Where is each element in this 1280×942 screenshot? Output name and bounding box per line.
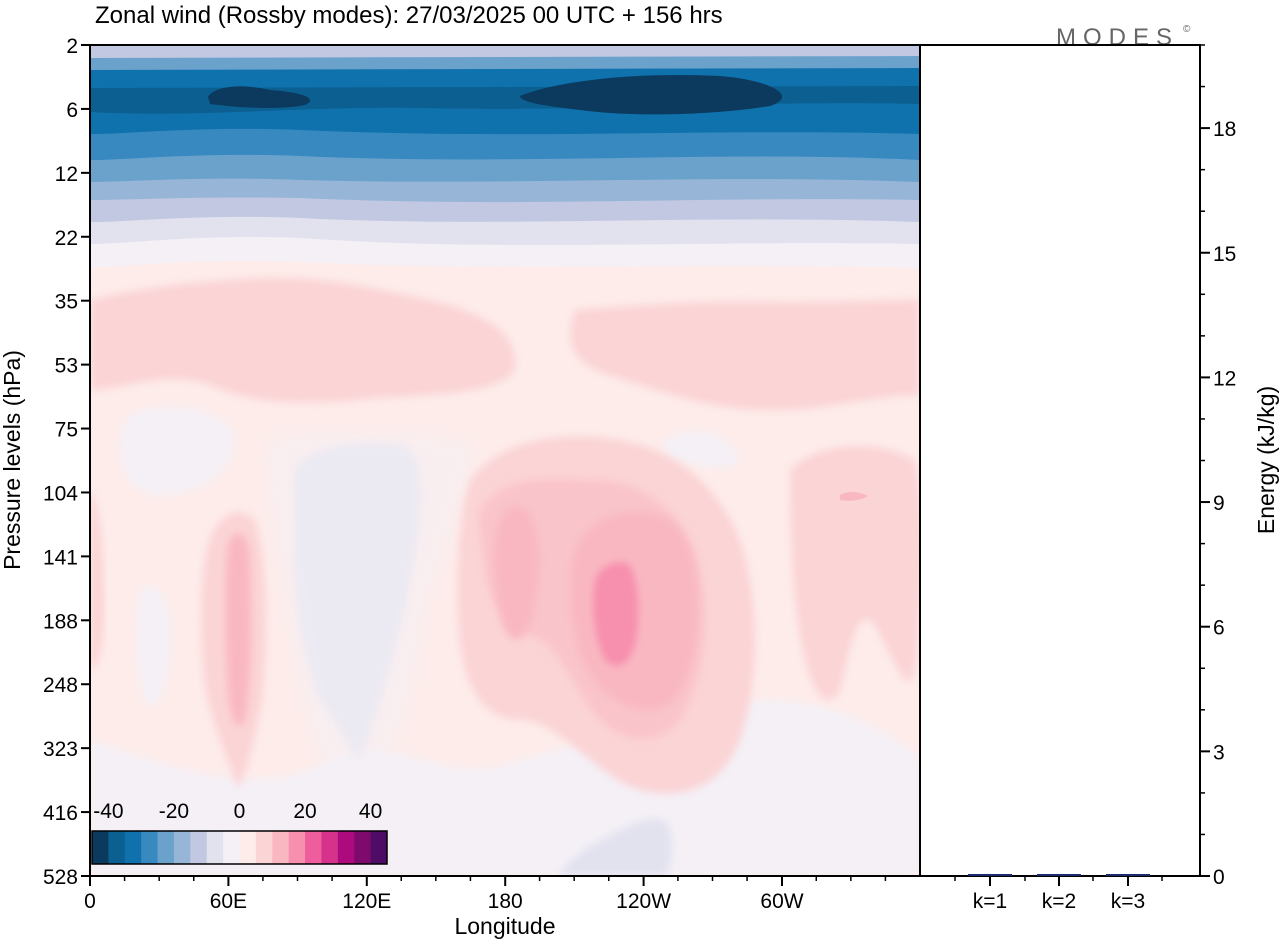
colorbar-tick-label: -40 [93,800,123,823]
y-tick-label: 528 [43,866,78,889]
colorbar-swatch [190,831,208,864]
colorbar-swatch [272,831,290,864]
colorbar-swatch [157,831,175,864]
x-tick-label: 60E [210,890,247,913]
energy-axis: 0 3 6 9 12 15 18 [1200,44,1236,889]
longitude-axis: 0 60E 120E 180 120W 60W [84,876,887,913]
colorbar-tick-label: 0 [234,800,246,823]
svg-text:©: © [1183,24,1191,35]
colorbar-swatch [108,831,126,864]
colorbar-tick-label: 40 [359,800,382,823]
colorbar-swatch [239,831,257,864]
y-tick-label: 22 [55,227,78,250]
colorbar-swatch [354,831,372,864]
colorbar-frame [91,830,388,865]
y-tick-label: 104 [43,482,78,505]
y-tick-label: 248 [43,674,78,697]
bar-category-label: k=3 [1111,890,1145,913]
chart-title: Zonal wind (Rossby modes): 27/03/2025 00… [95,2,723,29]
energy-tick-label: 15 [1213,243,1236,266]
bar-category-label: k=1 [973,890,1007,913]
y-tick-label: 53 [55,355,78,378]
colorbar-swatch [288,831,306,864]
energy-tick-label: 3 [1213,741,1225,764]
colorbar-swatch [337,831,355,864]
energy-tick-label: 9 [1213,492,1225,515]
contour-field [90,45,920,876]
colorbar-swatch [305,831,322,864]
energy-axis-label: Energy (kJ/kg) [1253,386,1279,534]
y-axis-label: Pressure levels (hPa) [0,350,25,570]
bar-category-label: k=2 [1042,890,1076,913]
x-tick-label: 180 [488,890,523,913]
x-tick-label: 0 [84,890,96,913]
x-tick-label: 120W [616,890,671,913]
y-tick-label: 323 [43,738,78,761]
colorbar-swatch [124,831,142,864]
x-axis-label: Longitude [454,913,555,939]
colorbar-swatch [141,831,159,864]
svg-text:MODES: MODES [1056,24,1179,51]
y-tick-label: 6 [66,99,78,122]
energy-bar-1 [968,874,1012,876]
y-tick-label: 35 [55,291,78,314]
colorbar-swatch [255,831,273,864]
energy-tick-label: 18 [1213,118,1236,141]
pressure-axis: 2 6 12 22 35 53 75 104 141 188 248 323 416 528 [43,35,90,889]
colorbar-swatch [321,831,339,864]
colorbar-swatch [173,831,191,864]
x-tick-label: 60W [760,890,803,913]
colorbar: -40 -20 0 20 40 [91,800,388,865]
colorbar-swatch [92,831,109,864]
y-tick-label: 12 [55,163,78,186]
energy-tick-label: 12 [1213,367,1236,390]
y-tick-label: 75 [55,419,78,442]
modes-logo: MODES © [1056,24,1191,51]
x-tick-label: 120E [342,890,391,913]
energy-bar-2 [1037,874,1081,876]
colorbar-swatch [206,831,224,864]
y-tick-label: 141 [43,546,78,569]
energy-bars: k=1 k=2 k=3 [954,874,1163,913]
colorbar-swatch [370,831,388,864]
colorbar-tick-label: 20 [293,800,316,823]
colorbar-swatch [223,831,240,864]
energy-bar-3 [1106,874,1150,876]
y-tick-label: 416 [43,802,78,825]
energy-tick-label: 6 [1213,617,1225,640]
y-tick-label: 2 [66,35,78,58]
energy-panel-frame [919,44,1201,877]
energy-tick-label: 0 [1213,866,1225,889]
y-tick-label: 188 [43,610,78,633]
colorbar-tick-label: -20 [159,800,189,823]
